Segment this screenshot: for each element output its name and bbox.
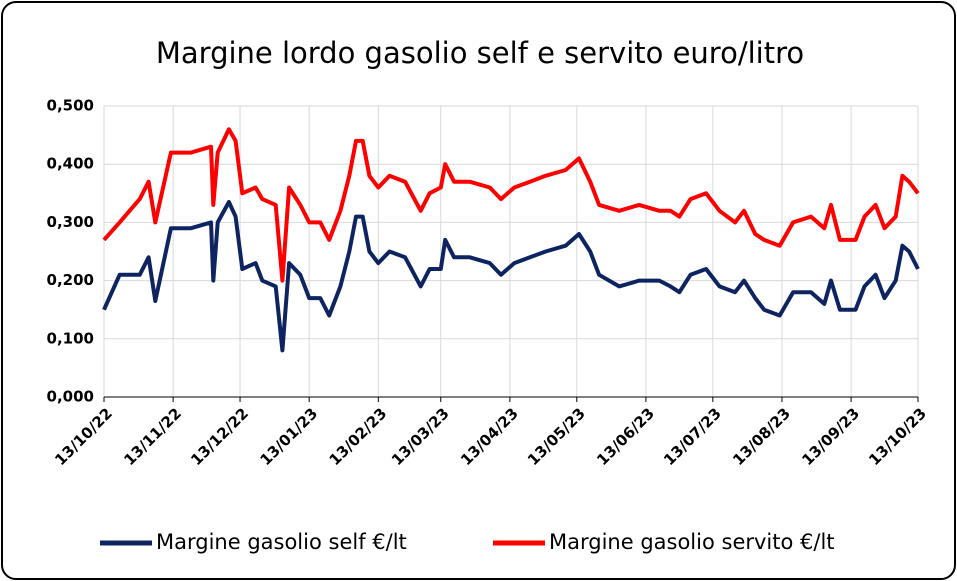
series-line (102, 200, 920, 353)
y-tick-label: 0,200 (47, 271, 94, 289)
series-line (102, 127, 920, 283)
legend-label: Margine gasolio servito €/lt (549, 530, 835, 554)
y-tick-label: 0,100 (47, 329, 94, 347)
y-tick-label: 0,000 (47, 388, 94, 406)
y-tick-label: 0,300 (47, 213, 94, 231)
legend-label: Margine gasolio self €/lt (156, 530, 407, 554)
y-tick-label: 0,500 (47, 97, 94, 115)
chart-title: Margine lordo gasolio self e servito eur… (156, 36, 804, 70)
y-tick-label: 0,400 (47, 155, 94, 173)
